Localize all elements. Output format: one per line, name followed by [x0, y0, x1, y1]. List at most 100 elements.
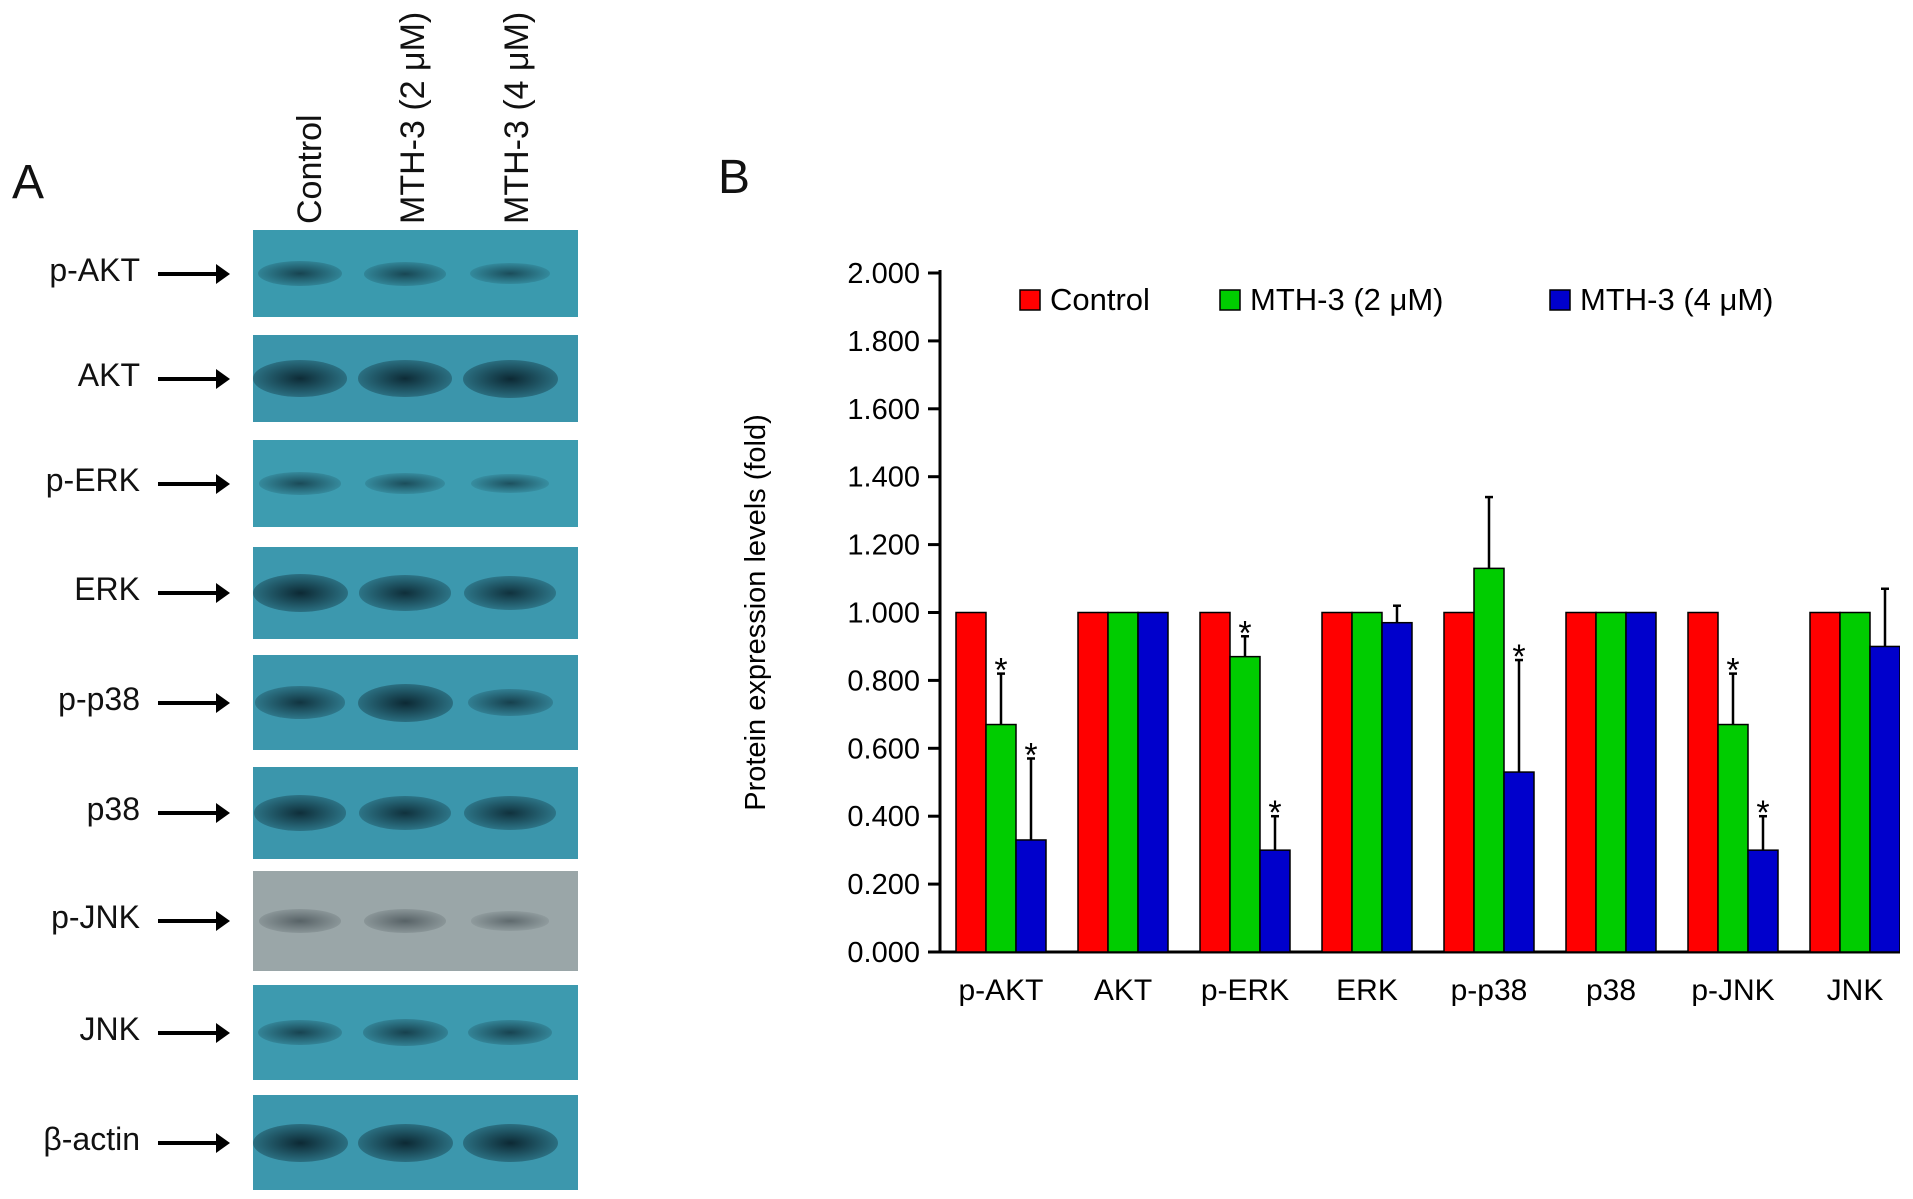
legend-swatch	[1019, 289, 1041, 311]
bar	[1473, 567, 1505, 953]
blot-band	[258, 909, 342, 933]
bar	[1015, 839, 1047, 953]
x-tick-label: p-p38	[1451, 974, 1528, 1007]
blot-band	[365, 472, 445, 495]
x-tick-label: p-JNK	[1691, 974, 1774, 1007]
row-arrow-icon	[158, 692, 230, 713]
y-tick-label: 0.600	[847, 733, 920, 765]
bar	[1717, 723, 1749, 953]
bar	[1443, 611, 1475, 953]
x-tick-label: JNK	[1827, 974, 1884, 1007]
blot-band	[462, 359, 558, 398]
blot-band	[464, 796, 556, 830]
blot-band	[253, 1123, 348, 1162]
blot-band	[470, 473, 550, 494]
bar	[1869, 645, 1900, 953]
blot-strip	[253, 871, 578, 971]
y-tick-label: 0.000	[847, 937, 920, 969]
blot-band	[253, 574, 348, 612]
bar	[955, 611, 987, 953]
row-arrow-icon	[158, 263, 230, 284]
row-arrow-icon	[158, 1132, 230, 1153]
bar	[1321, 611, 1353, 953]
lane-label: MTH-3 (4 μM)	[498, 11, 536, 224]
x-tick-label: AKT	[1094, 974, 1152, 1007]
y-tick-label: 0.800	[847, 665, 920, 697]
blot-band	[253, 795, 347, 831]
blot-band	[363, 909, 447, 933]
significance-marker: *	[1024, 736, 1037, 774]
bar-chart: Protein expression levels (fold) 0.000 0.2…	[740, 258, 1900, 1007]
blot-row-label: AKT	[77, 356, 140, 393]
x-tick-label: ERK	[1336, 974, 1398, 1007]
significance-marker: *	[1756, 794, 1769, 832]
legend-label: MTH-3 (4 μM)	[1580, 282, 1774, 317]
y-tick-label: 1.400	[847, 462, 920, 494]
x-tick-label: p-ERK	[1201, 974, 1289, 1007]
bar	[1747, 849, 1779, 953]
blot-strip	[253, 767, 578, 859]
panel-b-label: B	[718, 151, 751, 204]
blot-band	[357, 683, 453, 722]
blot-strip	[253, 440, 578, 527]
significance-marker: *	[1512, 638, 1525, 676]
y-axis-label: Protein expression levels (fold)	[740, 414, 772, 811]
x-tick-label: p-AKT	[958, 974, 1043, 1007]
lane-label: MTH-3 (2 μM)	[394, 11, 432, 224]
bar	[1625, 611, 1657, 953]
bar	[1137, 611, 1169, 953]
y-tick-label: 1.000	[847, 598, 920, 630]
bar	[1259, 849, 1291, 953]
blot-row-label: p-p38	[58, 680, 140, 717]
blot-band	[258, 260, 342, 287]
blot-strip	[253, 1095, 578, 1190]
blot-row-label: p-JNK	[51, 899, 140, 935]
blot-row-label: p38	[86, 791, 140, 827]
blot-strip	[253, 335, 578, 422]
row-arrow-icon	[158, 803, 230, 823]
blot-band	[259, 472, 341, 495]
blot-strip	[253, 985, 578, 1080]
bar	[1381, 621, 1413, 953]
y-tick-label: 2.000	[847, 258, 920, 290]
blot-row-label: p-AKT	[49, 251, 140, 288]
legend-swatch	[1219, 289, 1241, 311]
y-tick-label: 1.600	[847, 394, 920, 426]
significance-marker: *	[994, 652, 1007, 690]
significance-marker: *	[1268, 794, 1281, 832]
row-arrow-icon	[158, 583, 230, 603]
blot-band	[253, 360, 347, 397]
bar	[1503, 771, 1535, 953]
bar	[1107, 611, 1139, 953]
bar	[1351, 611, 1383, 953]
significance-marker: *	[1726, 652, 1739, 690]
bar	[1565, 611, 1597, 953]
row-arrow-icon	[158, 911, 230, 931]
row-arrow-icon	[158, 368, 230, 389]
legend-label: Control	[1050, 282, 1150, 317]
blot-band	[359, 796, 451, 830]
y-tick-label: 1.200	[847, 530, 920, 562]
blot-band	[470, 262, 550, 285]
y-tick-label: 0.400	[847, 801, 920, 833]
blot-row-label: JNK	[79, 1010, 140, 1047]
row-arrow-icon	[158, 1022, 230, 1043]
blot-band	[358, 360, 452, 397]
bar	[1809, 611, 1841, 953]
blot-band	[258, 1019, 342, 1046]
blot-band	[358, 575, 452, 611]
significance-marker: *	[1238, 614, 1251, 652]
blot-band	[467, 689, 553, 716]
bar	[1595, 611, 1627, 953]
blot-row-label: p-ERK	[45, 461, 140, 498]
bar	[1839, 611, 1871, 953]
legend-swatch	[1549, 289, 1571, 311]
blot-strip	[253, 230, 578, 317]
row-arrow-icon	[158, 473, 230, 494]
blot-band	[468, 1019, 552, 1046]
blot-row-label: β-actin	[43, 1120, 140, 1157]
blot-band	[462, 1123, 558, 1162]
x-tick-label: p38	[1586, 974, 1636, 1007]
blot-band	[470, 911, 550, 931]
blot-band	[357, 1123, 453, 1162]
